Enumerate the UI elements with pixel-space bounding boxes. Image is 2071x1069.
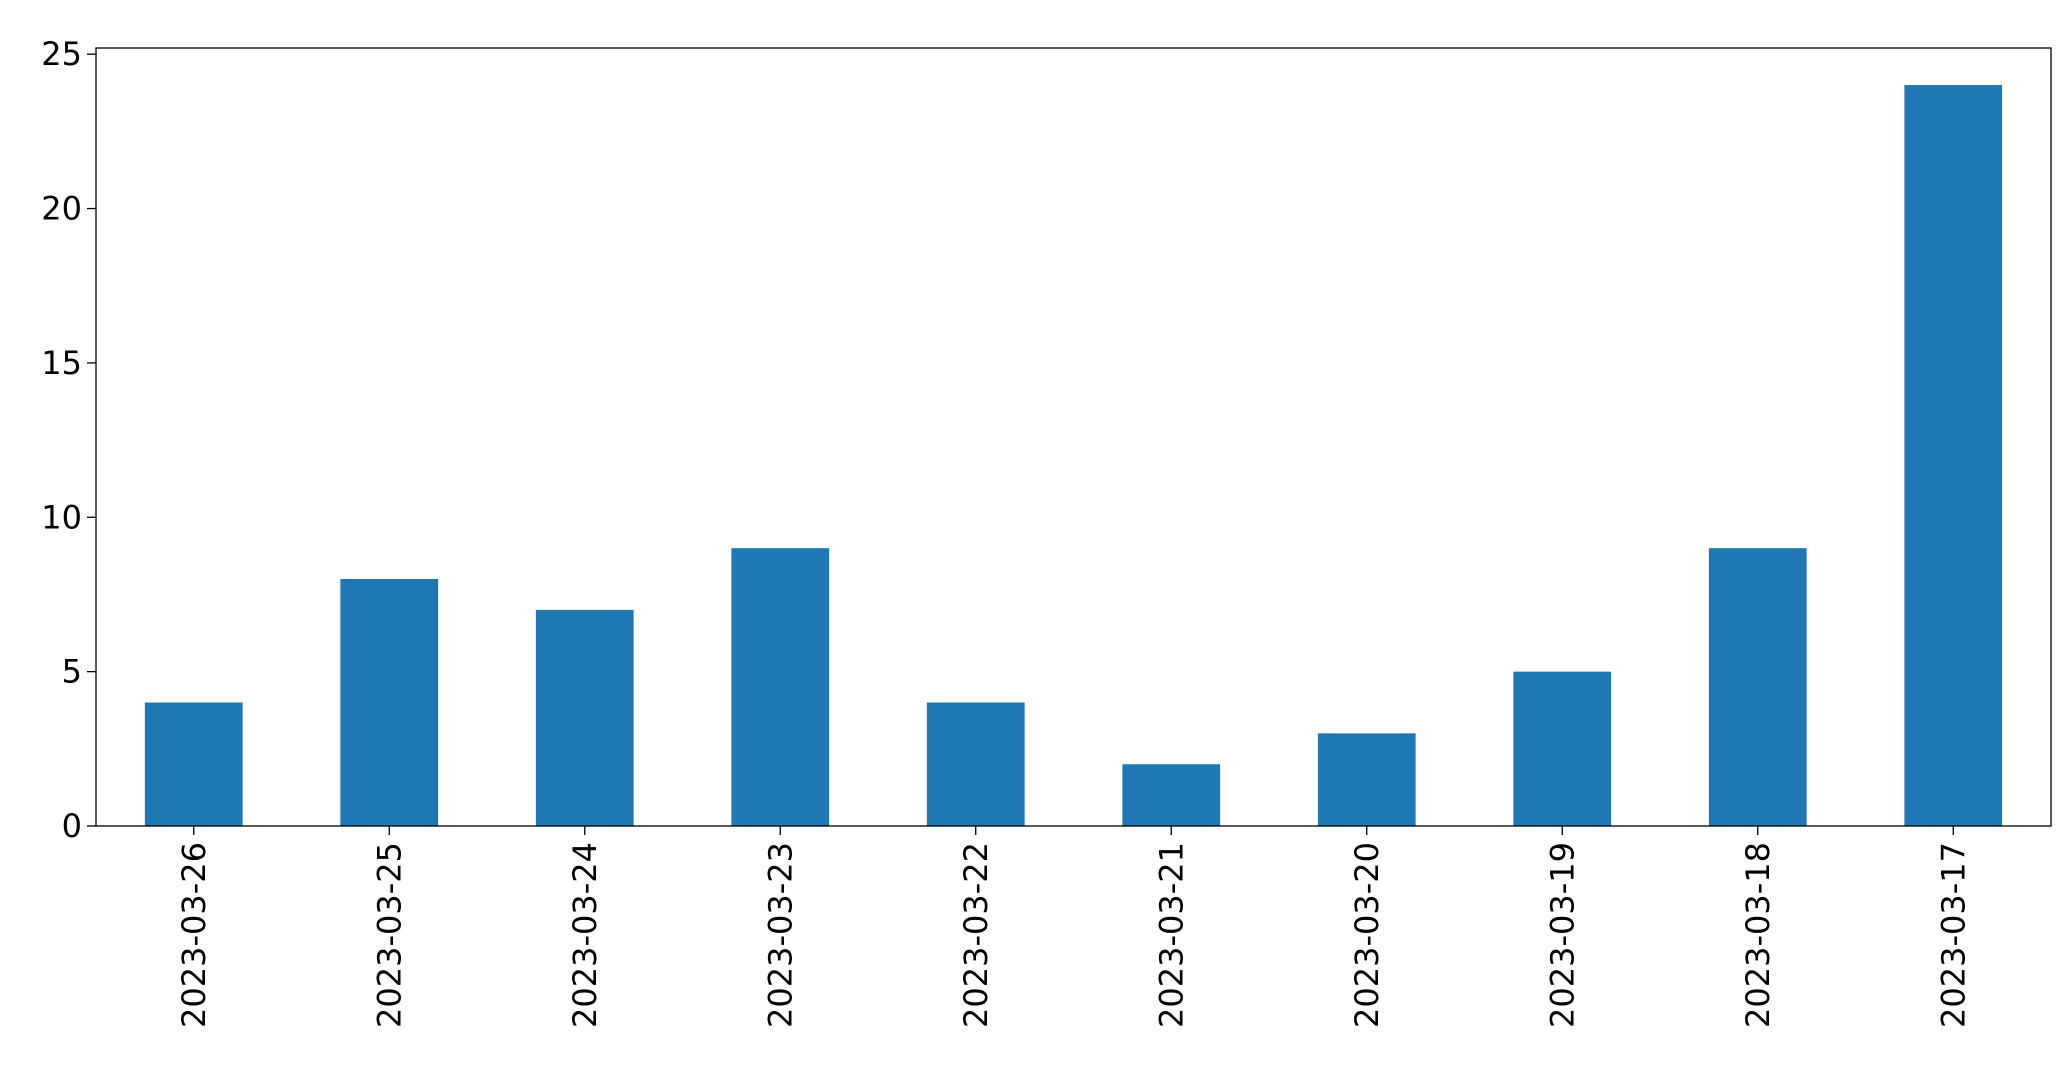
x-tick-label: 2023-03-18 [1739, 842, 1777, 1028]
plot-frame [95, 47, 2052, 827]
x-tick-label: 2023-03-24 [566, 842, 604, 1028]
bar [926, 702, 1025, 826]
y-tick-label: 0 [62, 807, 82, 845]
bar [340, 579, 439, 826]
bar [1122, 764, 1221, 826]
y-tick-label: 5 [62, 653, 82, 691]
x-tick-label: 2023-03-26 [175, 842, 213, 1028]
x-tick-label: 2023-03-21 [1152, 842, 1190, 1028]
bar [1317, 733, 1416, 826]
bar [731, 548, 830, 826]
bar [1513, 671, 1612, 826]
y-tick-label: 20 [41, 190, 82, 228]
bar [1904, 85, 2003, 827]
x-tick-label: 2023-03-22 [957, 842, 995, 1028]
y-tick-label: 25 [41, 35, 82, 73]
y-tick-label: 10 [41, 498, 82, 536]
y-tick-label: 15 [41, 344, 82, 382]
x-tick-label: 2023-03-17 [1934, 842, 1972, 1028]
x-tick-label: 2023-03-23 [761, 842, 799, 1028]
x-tick-label: 2023-03-25 [370, 842, 408, 1028]
x-tick-label: 2023-03-19 [1543, 842, 1581, 1028]
x-tick-label: 2023-03-20 [1348, 842, 1386, 1028]
bar [1708, 548, 1807, 826]
bar [535, 609, 634, 826]
bar [144, 702, 243, 826]
